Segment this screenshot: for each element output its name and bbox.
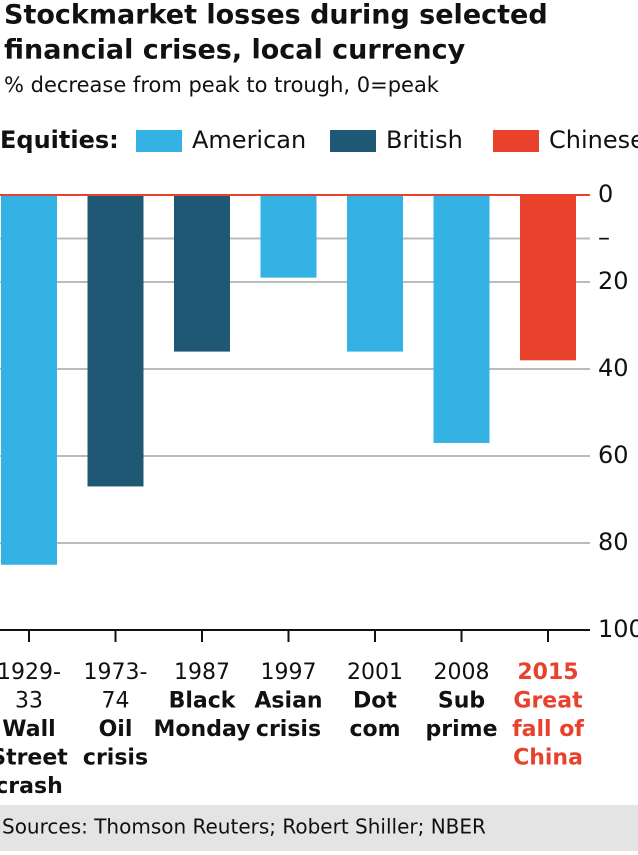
x-tick-label: Asian [254,689,322,714]
x-tick-label: com [349,717,400,742]
chart-title: financial crises, local currency [4,35,466,66]
x-tick-label: Oil [99,717,133,742]
x-tick-label: crisis [83,746,148,771]
x-tick-label: crash [0,774,63,799]
bar [260,195,317,278]
bar [347,195,403,352]
x-tick-label: fall of [512,717,584,742]
x-tick-label: Black [169,689,237,714]
x-tick-label: Monday [154,717,251,742]
y-tick-label: 20 [598,267,629,295]
y-tick-label: 0 [598,180,613,208]
legend-label: Chinese [549,126,638,154]
y-tick-label: 80 [598,528,629,556]
bar [1,195,57,565]
bar [174,195,230,352]
bar [520,195,576,361]
x-tick-label: 2001 [347,660,403,685]
y-tick-label: 40 [598,354,629,382]
x-tick-label: 2015 [517,660,578,685]
x-tick-label: 1973- [84,660,148,685]
x-tick-label: 1987 [174,660,230,685]
chart-subtitle: % decrease from peak to trough, 0=peak [4,73,440,97]
x-tick-label: 1997 [261,660,317,685]
x-tick-label: Wall [2,717,55,742]
x-tick-label: Great [513,689,583,714]
x-tick-label: 33 [15,689,43,714]
x-tick-label: 74 [102,689,130,714]
x-tick-label: 1929- [0,660,61,685]
y-tick-label: 100 [598,615,638,643]
legend-label: American [192,126,306,154]
x-tick-label: crisis [256,717,321,742]
x-tick-label: China [513,746,583,771]
x-tick-label: prime [426,717,498,742]
x-tick-label: Sub [438,689,485,714]
legend-swatch [493,130,539,152]
legend-label: British [386,126,463,154]
bar [433,195,490,443]
y-tick-label: 60 [598,441,629,469]
legend-swatch [136,130,182,152]
footer-band [0,805,638,851]
legend-title: Equities: [0,126,119,154]
bar [87,195,144,487]
x-tick-label: 2008 [434,660,490,685]
legend-swatch [330,130,376,152]
chart-title: Stockmarket losses during selected [4,0,548,31]
x-tick-label: Dot [353,689,397,714]
source: Sources: Thomson Reuters; Robert Shiller… [2,815,486,839]
y-tick-label: – [598,224,610,252]
x-tick-label: Street [0,746,68,771]
